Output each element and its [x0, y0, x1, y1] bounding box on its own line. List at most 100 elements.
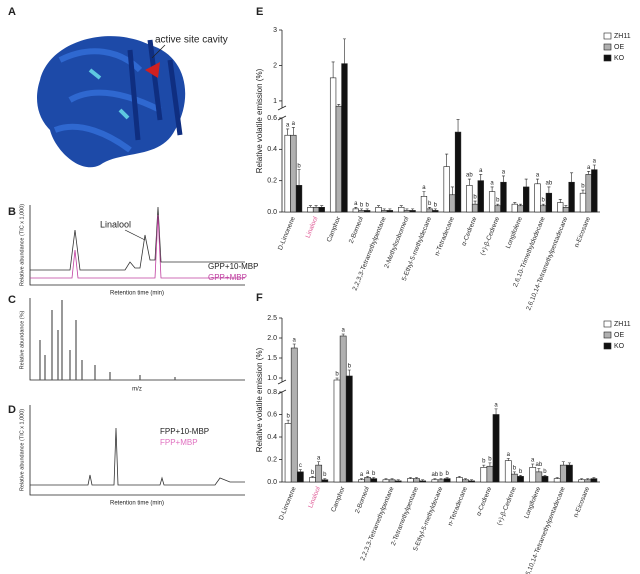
bar: [420, 196, 428, 213]
axis: [29, 205, 245, 286]
error-bar: [519, 203, 522, 206]
error-bar: [488, 462, 492, 467]
x-tick-label: 2-Methylisoborneol: [383, 215, 410, 269]
y-axis-label: Relative volatile emission (%): [255, 68, 264, 173]
error-bar: [331, 61, 335, 78]
error-bar: [567, 462, 571, 466]
significance-letter: a: [286, 123, 290, 129]
x-axis-label: m/z: [132, 387, 142, 393]
bar: [492, 414, 500, 483]
x-tick-label: 2-Tetramethylpentane: [390, 485, 420, 546]
error-bar: [467, 178, 471, 186]
error-bar: [360, 208, 363, 211]
significance-letter: b: [428, 201, 432, 207]
significance-letter: a: [292, 121, 296, 127]
significance-letter: b: [323, 472, 327, 478]
bar: [562, 207, 570, 213]
bar: [290, 134, 297, 213]
panel-label: A: [8, 6, 16, 18]
significance-letter: a: [360, 472, 364, 478]
error-bar: [564, 205, 568, 208]
bar: [545, 192, 553, 213]
axis: [281, 30, 600, 213]
legend-label: OE: [614, 332, 624, 339]
bar: [480, 467, 488, 483]
error-bar: [347, 369, 351, 376]
significance-letter: a: [293, 338, 297, 344]
bar: [504, 460, 512, 483]
bar: [529, 467, 537, 483]
bar: [315, 464, 323, 483]
significance-letter: b: [434, 202, 438, 208]
bar: [318, 207, 325, 213]
bar: [296, 471, 304, 483]
legend-label: FPP+MBP: [160, 438, 198, 447]
significance-letter: a: [502, 170, 506, 176]
bar: [584, 479, 592, 483]
x-tick-label: D-Limonene: [278, 485, 298, 521]
significance-letter: a: [354, 201, 358, 207]
significance-letter: b: [488, 456, 492, 462]
y-tick-label: 1: [273, 98, 277, 105]
y-tick-label: 0.0: [267, 479, 277, 486]
legend-label: GPP+MBP: [208, 273, 247, 282]
error-bar: [354, 207, 358, 209]
error-bar: [433, 208, 437, 211]
error-bar: [382, 208, 386, 211]
significance-letter: a: [531, 458, 535, 464]
error-bar: [531, 463, 535, 468]
error-bar: [496, 203, 500, 206]
bar: [559, 464, 567, 483]
bar: [290, 347, 298, 483]
significance-letter: b: [311, 470, 315, 476]
error-bar: [337, 104, 341, 107]
error-bar: [298, 469, 302, 472]
significance-letter: a: [587, 165, 591, 171]
pointer: [124, 229, 146, 241]
bar: [358, 210, 365, 213]
axis: [29, 405, 245, 496]
legend-label: KO: [614, 343, 625, 350]
x-tick-label: n-Tetradecane: [434, 215, 456, 257]
significance-letter: a: [317, 455, 321, 461]
x-axis-label: Retention time (min): [110, 291, 164, 297]
x-tick-label: Camphor: [326, 215, 343, 243]
bar: [511, 203, 518, 213]
y-tick-label: 0.4: [267, 146, 277, 153]
bar: [488, 191, 496, 213]
error-bar: [291, 127, 295, 136]
error-bar: [428, 207, 432, 209]
legend-label: KO: [614, 55, 625, 62]
bar: [358, 479, 365, 483]
axis: [281, 318, 600, 483]
bar: [517, 205, 524, 213]
error-bar: [422, 191, 426, 197]
error-bar: [581, 189, 585, 194]
bar: [566, 464, 573, 483]
bar: [494, 205, 501, 213]
error-bar: [580, 478, 584, 480]
error-bar: [292, 343, 296, 348]
x-tick-label: n-Tetradecane: [447, 485, 469, 527]
trace: [30, 206, 245, 271]
error-bar: [372, 477, 376, 479]
bar: [585, 174, 592, 213]
x-tick-label: Longifolene: [523, 485, 542, 519]
error-bar: [297, 169, 301, 186]
bar: [535, 471, 543, 483]
legend-label: FPP+10-MBP: [160, 427, 209, 436]
x-tick-label: Longifolene: [505, 215, 524, 249]
bar: [329, 77, 337, 213]
y-tick-label: 0.8: [267, 389, 277, 396]
error-bar: [377, 205, 381, 208]
x-tick-label: (+)-β-Cedrene: [479, 215, 501, 256]
significance-letter: ab: [536, 462, 543, 468]
bar: [413, 478, 420, 483]
bar: [591, 169, 598, 213]
significance-letter: ab: [432, 472, 439, 478]
significance-letter: a: [422, 185, 426, 191]
panel-label: D: [8, 404, 16, 416]
error-bar: [439, 478, 443, 480]
legend-swatch: [603, 32, 612, 40]
